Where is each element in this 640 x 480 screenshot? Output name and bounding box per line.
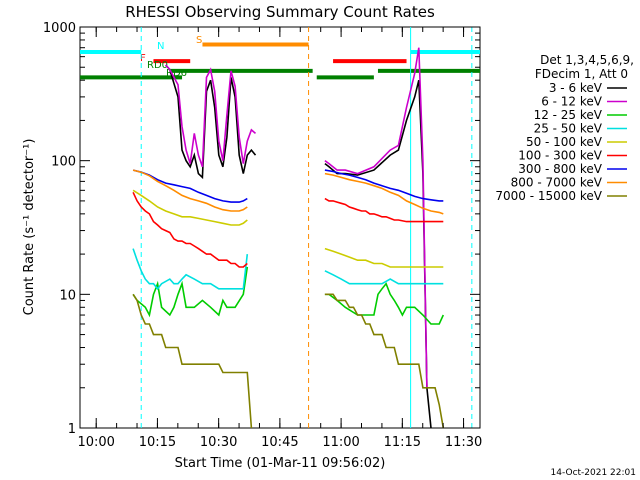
legend-entry-label: 6 - 12 keV bbox=[541, 95, 603, 109]
series-line bbox=[132, 293, 253, 429]
series-line bbox=[132, 191, 248, 268]
y-tick-label: 100 bbox=[51, 155, 76, 170]
legend-entry-label: 800 - 7000 keV bbox=[511, 176, 603, 190]
series-line bbox=[165, 64, 257, 168]
legend-entry-label: 25 - 50 keV bbox=[534, 122, 603, 136]
series-line bbox=[324, 169, 444, 202]
series-line bbox=[324, 247, 444, 268]
legend-title-line-2: FDecim 1, Att 0 bbox=[535, 67, 628, 81]
series-line bbox=[324, 197, 444, 223]
x-tick-label: 11:15 bbox=[384, 435, 421, 450]
series-line bbox=[324, 270, 444, 285]
series-line bbox=[132, 169, 248, 212]
series-line bbox=[132, 266, 249, 318]
x-tick-label: 10:15 bbox=[139, 435, 176, 450]
state-bar-label: F bbox=[140, 53, 146, 64]
series-line bbox=[324, 47, 428, 388]
legend-entry-label: 50 - 100 keV bbox=[526, 135, 603, 149]
x-tick-label: 11:00 bbox=[322, 435, 359, 450]
state-bar-label: RD6 bbox=[166, 68, 187, 79]
series-line bbox=[132, 169, 248, 203]
timestamp: 14-Oct-2021 22:01 bbox=[551, 468, 636, 478]
series-line bbox=[165, 64, 257, 180]
state-bar-label: N bbox=[157, 41, 164, 52]
x-axis-label: Start Time (01-Mar-11 09:56:02) bbox=[175, 456, 386, 471]
series-line bbox=[324, 293, 445, 429]
series-line bbox=[132, 189, 248, 226]
series-line bbox=[324, 172, 444, 215]
series-line bbox=[324, 282, 445, 325]
legend-entry-label: 300 - 800 keV bbox=[518, 162, 602, 176]
x-tick-label: 10:30 bbox=[200, 435, 237, 450]
legend-entry-label: 3 - 6 keV bbox=[549, 81, 603, 95]
y-tick-label: 10 bbox=[59, 288, 76, 303]
x-tick-label: 10:00 bbox=[77, 435, 114, 450]
series-line bbox=[132, 248, 249, 291]
y-tick-label: 1000 bbox=[43, 21, 76, 36]
x-tick-label: 10:45 bbox=[261, 435, 298, 450]
y-tick-label: 1 bbox=[68, 422, 76, 437]
y-axis-label: Count Rate (s⁻¹ detector⁻¹) bbox=[22, 139, 37, 316]
state-bar-label: RD0 bbox=[147, 60, 168, 71]
legend-entry-label: 12 - 25 keV bbox=[534, 108, 603, 122]
legend-entry-label: 100 - 300 keV bbox=[518, 149, 602, 163]
legend-title-line-1: Det 1,3,4,5,6,9, bbox=[540, 53, 634, 67]
state-bar-label: S bbox=[196, 35, 202, 46]
x-tick-label: 11:30 bbox=[445, 435, 482, 450]
legend-entry-label: 7000 - 15000 keV bbox=[495, 189, 602, 203]
chart-title: RHESSI Observing Summary Count Rates bbox=[125, 3, 435, 21]
